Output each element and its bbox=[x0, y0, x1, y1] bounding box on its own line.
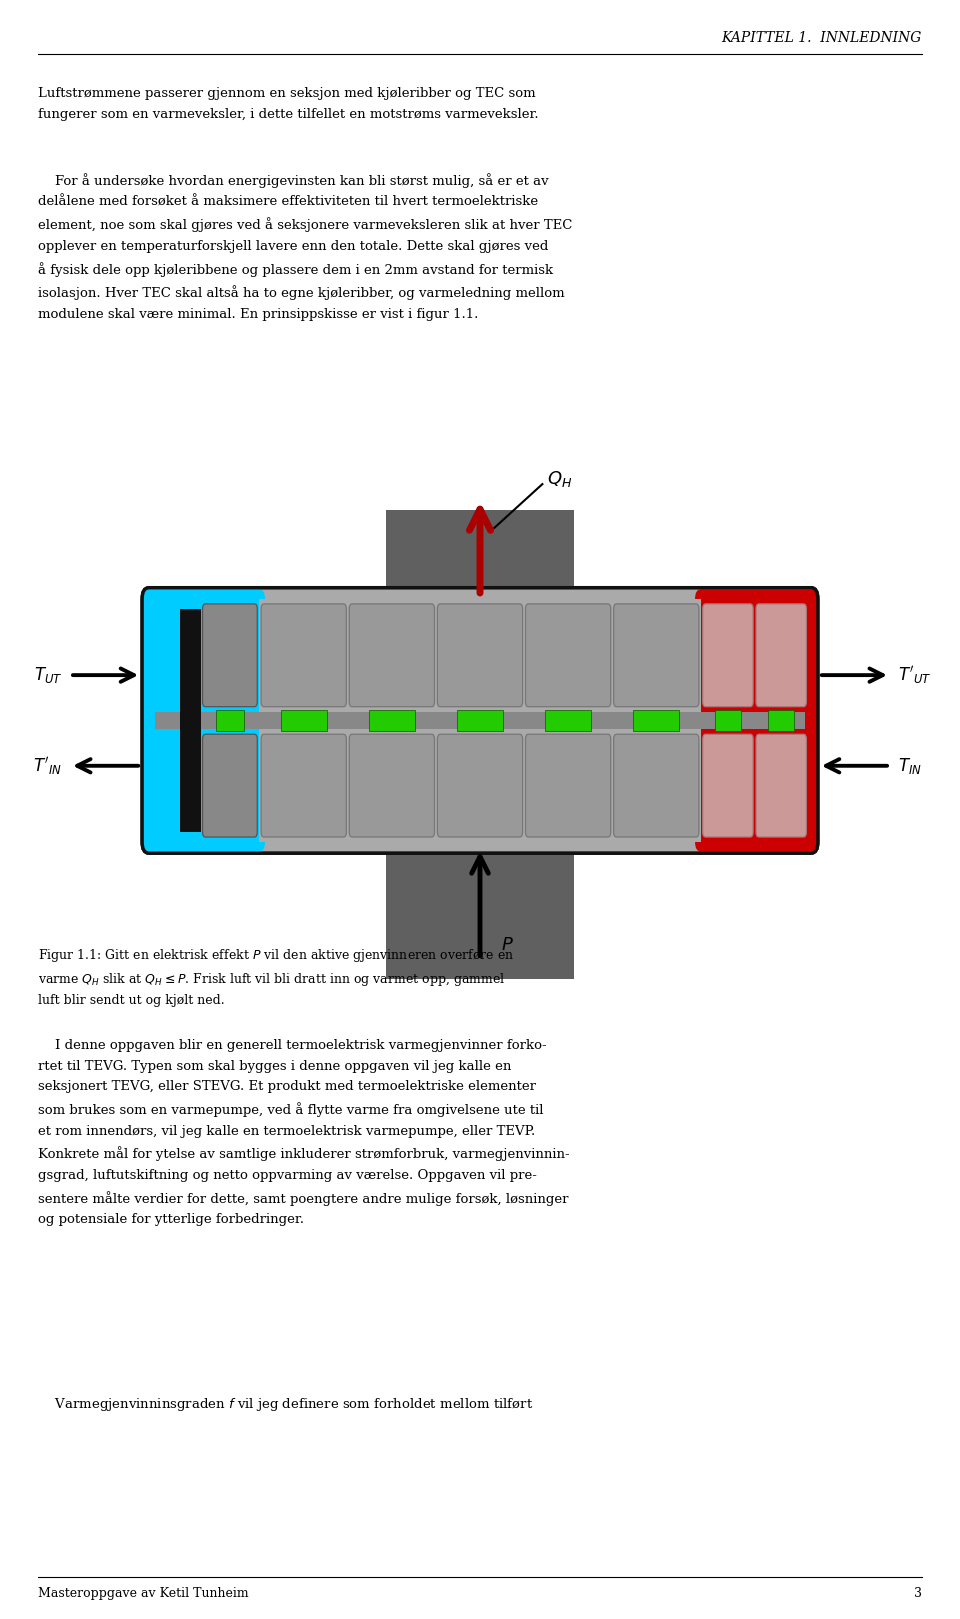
Text: $T_{IN}$: $T_{IN}$ bbox=[898, 756, 922, 776]
Text: Luftstrømmene passerer gjennom en seksjon med kjøleribber og TEC som
fungerer so: Luftstrømmene passerer gjennom en seksjo… bbox=[38, 87, 539, 121]
FancyBboxPatch shape bbox=[756, 735, 806, 837]
Bar bbox=[280, 709, 326, 730]
Bar bbox=[545, 709, 591, 730]
Text: $P$: $P$ bbox=[501, 936, 514, 955]
FancyBboxPatch shape bbox=[142, 588, 818, 853]
FancyBboxPatch shape bbox=[349, 604, 435, 706]
Text: $T'_{IN}$: $T'_{IN}$ bbox=[34, 754, 62, 777]
FancyBboxPatch shape bbox=[143, 589, 265, 852]
Bar bbox=[457, 709, 503, 730]
Text: I denne oppgaven blir en generell termoelektrisk varmegjenvinner forko-
rtet til: I denne oppgaven blir en generell termoe… bbox=[38, 1039, 570, 1226]
Text: $Q_H$: $Q_H$ bbox=[547, 470, 572, 489]
Text: Figur 1.1: Gitt en elektrisk effekt $P$ vil den aktive gjenvinneren overføre en
: Figur 1.1: Gitt en elektrisk effekt $P$ … bbox=[38, 947, 515, 1007]
Bar bbox=[155, 712, 805, 729]
FancyBboxPatch shape bbox=[349, 735, 435, 837]
FancyBboxPatch shape bbox=[203, 735, 257, 837]
Bar bbox=[180, 609, 201, 832]
FancyBboxPatch shape bbox=[438, 604, 522, 706]
FancyBboxPatch shape bbox=[703, 604, 753, 706]
FancyBboxPatch shape bbox=[756, 604, 806, 706]
Bar bbox=[386, 510, 573, 979]
Text: Masteroppgave av Ketil Tunheim: Masteroppgave av Ketil Tunheim bbox=[38, 1587, 249, 1600]
FancyBboxPatch shape bbox=[695, 589, 817, 852]
Text: KAPITTEL 1.  INNLEDNING: KAPITTEL 1. INNLEDNING bbox=[721, 31, 922, 45]
Bar bbox=[259, 599, 701, 842]
Text: 3: 3 bbox=[914, 1587, 922, 1600]
FancyBboxPatch shape bbox=[613, 735, 699, 837]
Text: $T'_{UT}$: $T'_{UT}$ bbox=[898, 664, 931, 686]
FancyBboxPatch shape bbox=[703, 735, 753, 837]
Text: Varmegjenvinninsgraden $f$ vil jeg definere som forholdet mellom tilført: Varmegjenvinninsgraden $f$ vil jeg defin… bbox=[38, 1396, 534, 1413]
Text: For å undersøke hvordan energigevinsten kan bli størst mulig, så er et av
delåle: For å undersøke hvordan energigevinsten … bbox=[38, 173, 573, 321]
Bar bbox=[216, 709, 244, 730]
FancyBboxPatch shape bbox=[438, 735, 522, 837]
FancyBboxPatch shape bbox=[203, 604, 257, 706]
Bar bbox=[369, 709, 415, 730]
FancyBboxPatch shape bbox=[525, 604, 611, 706]
FancyBboxPatch shape bbox=[261, 604, 347, 706]
FancyBboxPatch shape bbox=[613, 604, 699, 706]
FancyBboxPatch shape bbox=[525, 735, 611, 837]
Bar bbox=[768, 709, 794, 730]
Bar bbox=[715, 709, 741, 730]
Bar bbox=[634, 709, 680, 730]
FancyBboxPatch shape bbox=[261, 735, 347, 837]
Text: $T_{UT}$: $T_{UT}$ bbox=[34, 665, 62, 685]
